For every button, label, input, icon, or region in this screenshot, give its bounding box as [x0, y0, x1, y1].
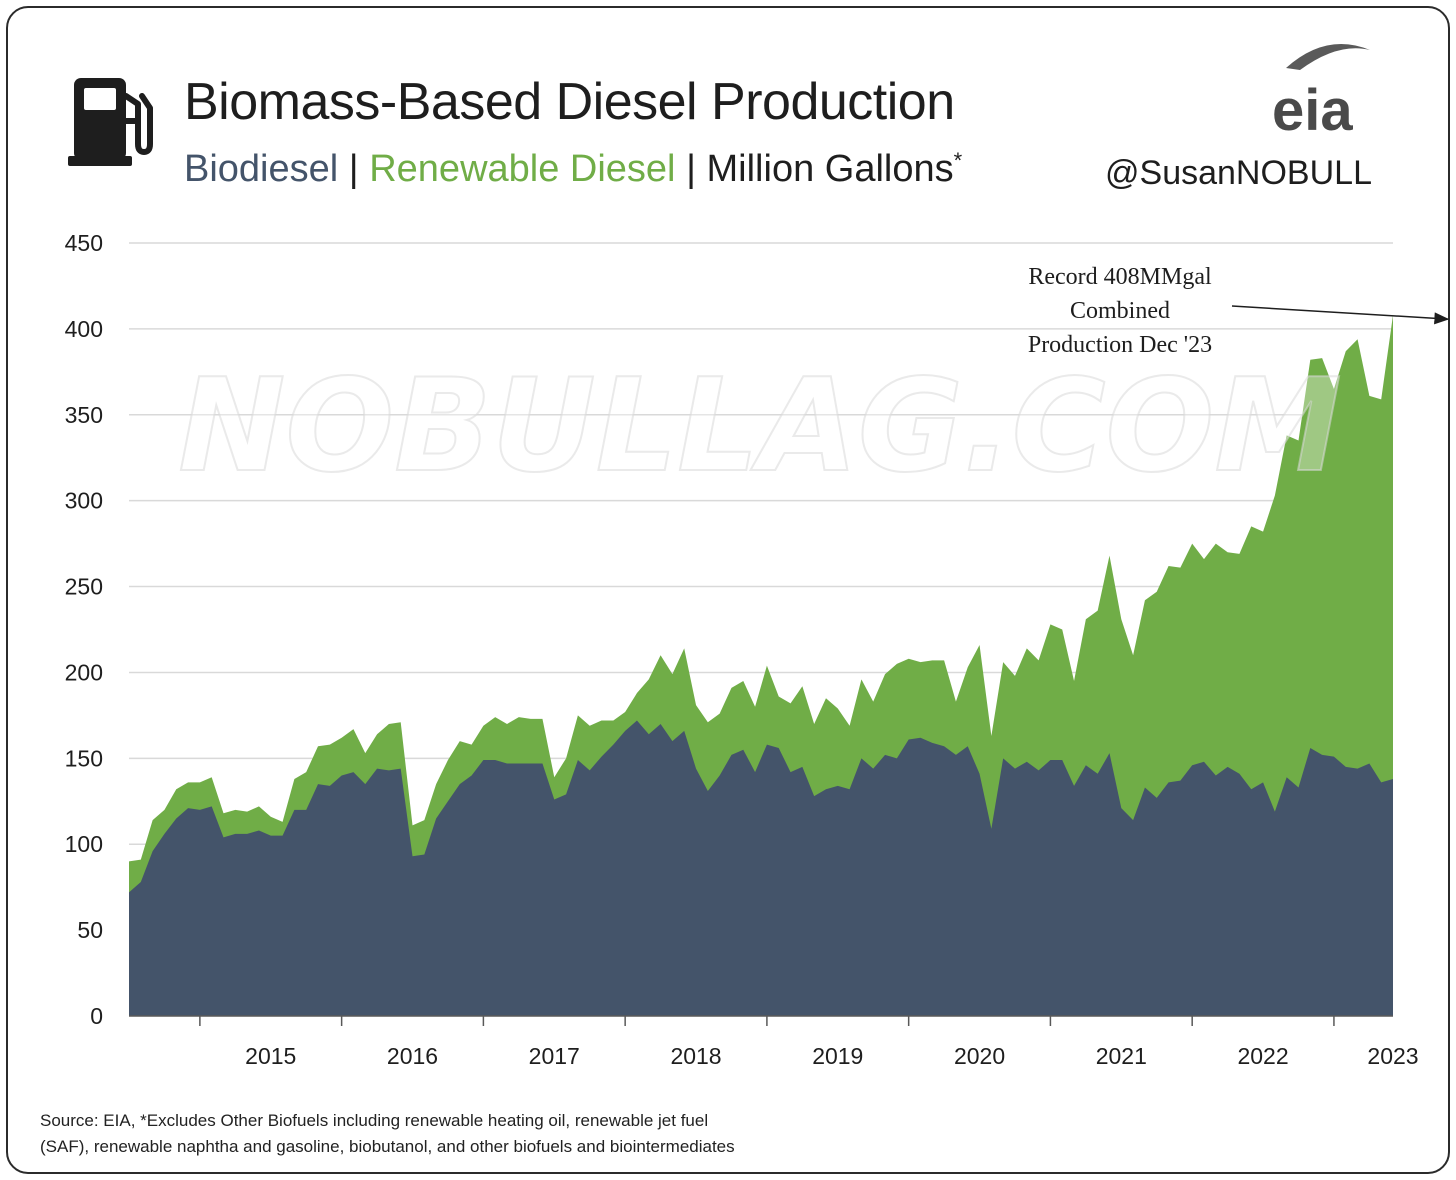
- x-tick-label: 2021: [1096, 1043, 1147, 1069]
- y-tick-label: 450: [65, 230, 103, 256]
- watermark: NOBULLAG.COM: [178, 352, 1341, 501]
- annotation-text: Combined: [1070, 298, 1170, 324]
- x-tick-label: 2023: [1367, 1043, 1418, 1069]
- x-tick-label: 2016: [387, 1043, 438, 1069]
- y-tick-label: 0: [90, 1003, 103, 1029]
- chart-areas: [129, 315, 1393, 1016]
- stacked-area-chart: NOBULLAG.COM 0 50 100 150 200 250 300 350 400 450…: [65, 230, 1450, 1069]
- annotation-text: Production Dec '23: [1028, 332, 1212, 358]
- y-tick-label: 100: [65, 831, 103, 857]
- y-tick-label: 200: [65, 659, 103, 685]
- y-tick-label: 150: [65, 745, 103, 771]
- source-line-2: (SAF), renewable naphtha and gasoline, b…: [40, 1137, 735, 1156]
- page-title: Biomass-Based Diesel Production: [184, 73, 955, 131]
- fuel-pump-icon: [68, 78, 153, 166]
- eia-logo: eia: [1272, 44, 1370, 136]
- y-axis: 0 50 100 150 200 250 300 350 400 450: [65, 230, 103, 1029]
- x-tick-label: 2020: [954, 1043, 1005, 1069]
- x-tick-label: 2015: [245, 1043, 296, 1069]
- y-tick-label: 350: [65, 402, 103, 428]
- x-tick-label: 2022: [1237, 1043, 1288, 1069]
- source-line-1: Source: EIA, *Excludes Other Biofuels in…: [40, 1111, 709, 1130]
- subtitle-separator: |: [348, 148, 359, 190]
- y-tick-label: 50: [77, 917, 103, 943]
- x-axis: 2015 2016 2017 2018 2019 2020 2021 2022 2023: [129, 1015, 1419, 1069]
- series-area-biodiesel: [129, 720, 1393, 1016]
- subtitle-asterisk: *: [953, 148, 963, 173]
- x-tick-label: 2019: [812, 1043, 863, 1069]
- y-tick-label: 300: [65, 488, 103, 514]
- annotation-text: Record 408MMgal: [1028, 264, 1212, 290]
- subtitle-separator: |: [686, 148, 696, 190]
- x-tick-label: 2018: [670, 1043, 721, 1069]
- source-note: Source: EIA, *Excludes Other Biofuels in…: [40, 1108, 940, 1160]
- y-tick-label: 400: [65, 316, 103, 342]
- x-tick-label: 2017: [529, 1043, 580, 1069]
- subtitle-units: Million Gallons: [706, 148, 954, 190]
- chart-subtitle: Biodiesel | Renewable Diesel | Million G…: [184, 148, 962, 191]
- subtitle-renewable-diesel: Renewable Diesel: [369, 148, 676, 190]
- annotation-arrow: [1231, 305, 1450, 325]
- subtitle-biodiesel: Biodiesel: [184, 148, 339, 190]
- author-handle: @SusanNOBULL: [1105, 154, 1372, 192]
- annotation-record: Record 408MMgal Combined Production Dec '2…: [1028, 264, 1450, 358]
- y-tick-label: 250: [65, 574, 103, 600]
- eia-logo-text: eia: [1272, 78, 1353, 136]
